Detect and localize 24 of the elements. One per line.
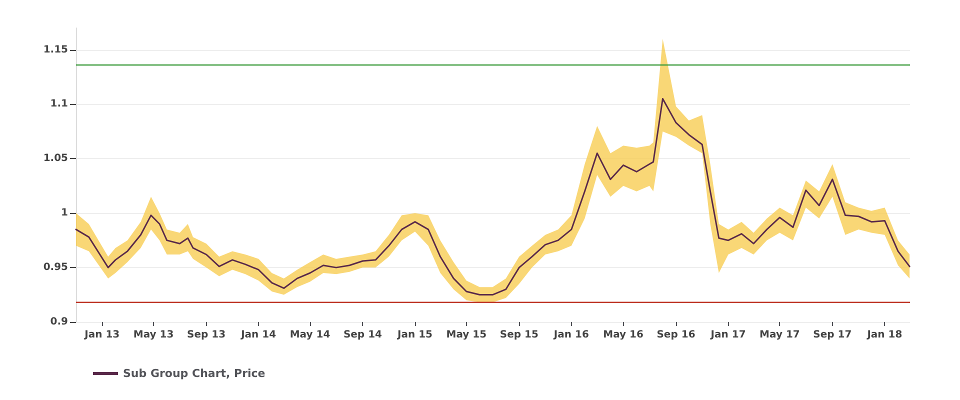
x-tick-label: Sep 13 — [187, 330, 226, 340]
x-tick-label: May 15 — [446, 330, 487, 340]
x-tick-label: May 17 — [760, 330, 800, 340]
y-tick-label: 1.15 — [43, 44, 68, 56]
y-tick-label: 1.05 — [43, 153, 68, 164]
legend-label: Sub Group Chart, Price — [123, 367, 266, 380]
x-tick-label: Jan 16 — [552, 330, 589, 340]
x-tick-label: Jan 17 — [710, 330, 746, 340]
x-tick-label: May 13 — [133, 330, 174, 340]
x-tick-label: Sep 14 — [343, 330, 382, 340]
x-tick-label: May 14 — [290, 330, 330, 340]
line-series — [75, 98, 910, 296]
x-tick-label: Jan 14 — [240, 330, 276, 340]
x-tick-label: Jan 18 — [866, 330, 902, 340]
y-tick-label: 1.1 — [50, 98, 68, 110]
x-tick-label: Sep 16 — [656, 330, 696, 340]
y-tick-label: 0.95 — [43, 262, 68, 274]
x-tick-label: May 16 — [603, 330, 644, 340]
y-tick-label: 0.9 — [50, 316, 68, 328]
y-tick-label: 1 — [61, 208, 68, 219]
x-tick-label: Sep 17 — [813, 330, 852, 340]
x-tick-label: Jan 13 — [84, 330, 120, 340]
x-tick-label: Jan 15 — [396, 330, 433, 340]
x-tick-label: Sep 15 — [500, 330, 538, 340]
